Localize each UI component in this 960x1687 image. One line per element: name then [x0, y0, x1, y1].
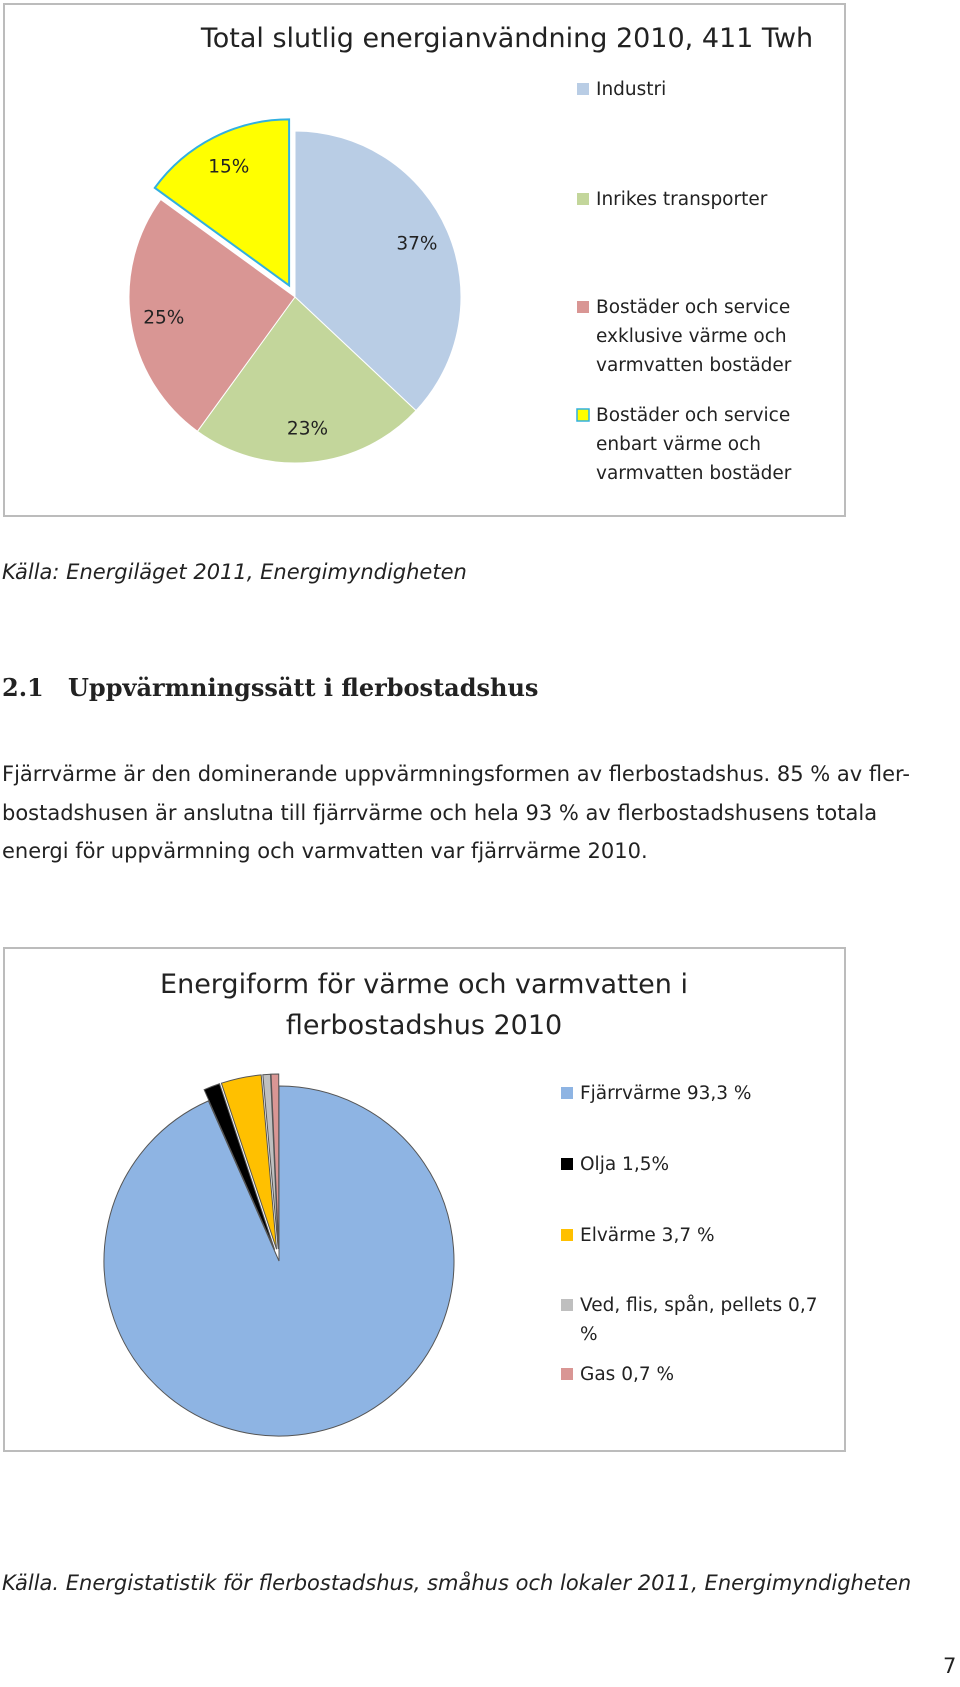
data-label: 15%	[208, 156, 250, 178]
data-label: 37%	[396, 233, 438, 255]
legend-label: Inrikes transporter	[596, 188, 768, 210]
chart-title: Energiform för värme och varmvatten i fl…	[160, 969, 688, 1041]
pie-slice	[196, 296, 417, 464]
legend-label: Bostäder och service exklusive värme och…	[596, 296, 792, 376]
legend-swatch	[561, 1368, 573, 1380]
legend-swatch	[561, 1158, 573, 1170]
pie-slice	[294, 130, 462, 412]
data-label: 25%	[143, 307, 185, 329]
legend-swatch	[577, 301, 589, 313]
source: Källa. Energistatistik för flerbostadshu…	[2, 1571, 912, 1595]
legend-label: Ved, flis, spån, pellets 0,7 %	[580, 1294, 818, 1345]
pie-slice	[103, 1085, 455, 1437]
chart-title: Total slutlig energianvändning 2010, 411…	[200, 23, 814, 54]
pie-slice	[203, 1083, 276, 1251]
paragraph-line: bostadshusen är anslutna till fjärrvärme…	[2, 801, 878, 825]
legend-label: Gas 0,7 %	[580, 1363, 675, 1385]
legend-label: Olja 1,5%	[580, 1153, 670, 1175]
pie-slice	[262, 1073, 279, 1250]
legend-label: Elvärme 3,7 %	[580, 1224, 715, 1246]
legend-swatch	[577, 193, 589, 205]
pie-slice	[128, 198, 296, 432]
heading-number: 2.1	[2, 673, 44, 702]
heading: Uppvärmningssätt i flerbostadshus	[68, 673, 539, 702]
paragraph-line: energi för uppvärmning och varmvatten va…	[2, 839, 648, 863]
pie-slice	[220, 1074, 278, 1250]
legend-swatch	[576, 408, 590, 422]
legend-swatch	[561, 1299, 573, 1311]
paragraph-line: Fjärrvärme är den dominerande uppvärmnin…	[2, 762, 910, 786]
legend-label: Bostäder och service enbart värme och va…	[596, 404, 792, 484]
data-label: 23%	[286, 418, 329, 440]
pie-slice	[270, 1073, 280, 1250]
source: Källa: Energiläget 2011, Energimyndighet…	[2, 560, 467, 584]
page-number: 7	[943, 1654, 957, 1678]
legend-swatch	[561, 1087, 573, 1099]
pie-slice	[153, 118, 291, 288]
legend-label: Fjärrvärme 93,3 %	[580, 1082, 752, 1104]
legend-swatch	[577, 83, 589, 95]
legend-swatch	[561, 1229, 573, 1241]
legend-label: Industri	[596, 78, 667, 100]
